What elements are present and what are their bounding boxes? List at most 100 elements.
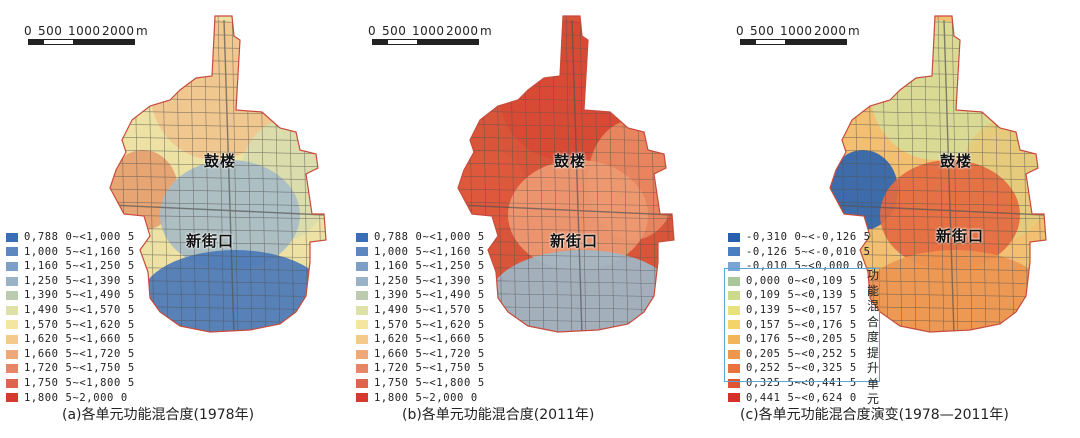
legend-swatch [6,305,18,315]
legend-swatch [728,305,740,315]
legend-label: 0,205 5~<0,252 5 [746,347,857,360]
legend-swatch [728,247,740,257]
place-xinjiekou: 新街口 [186,232,235,250]
scale-segment [785,39,847,45]
legend-label: 1,660 5~<1,720 5 [374,347,485,360]
legend-item: 1,720 5~<1,750 5 [356,361,485,376]
scale-segment [43,39,75,45]
legend-label: -0,126 5~<-0,010 5 [746,245,871,258]
legend-label: 1,390 5~<1,490 5 [24,289,135,302]
legend-label: 1,160 5~<1,250 5 [374,260,485,273]
scale-segment [417,39,479,45]
legend-item: 0,205 5~<0,252 5 [728,347,871,362]
scale-tick-label: 2000 [102,24,135,38]
legend-swatch [728,364,740,374]
legend-swatch [356,291,368,301]
scale-tick-label: 500 [382,24,407,38]
scale-tick-label: 1000 [780,24,813,38]
legend-item: 1,390 5~<1,490 5 [356,288,485,303]
legend-swatch [356,276,368,286]
legend-c: -0,310 0~<-0,126 5 -0,126 5~<-0,010 5 -0,0… [728,230,871,405]
legend-b: 0,788 0~<1,000 5 1,000 5~<1,160 5 1,160 5~… [356,230,485,405]
scale-tick-label: 0 [368,24,377,38]
legend-swatch [728,232,740,242]
legend-swatch [6,364,18,374]
scale-unit: m [480,24,493,38]
scale-unit: m [848,24,861,38]
legend-item: -0,310 0~<-0,126 5 [728,230,871,245]
legend-swatch [728,334,740,344]
map-c [829,15,1047,333]
scale-tick-label: 0 [24,24,33,38]
legend-label: 0,788 0~<1,000 5 [374,231,485,243]
legend-label: 1,720 5~<1,750 5 [24,362,135,375]
legend-label: 1,490 5~<1,570 5 [24,303,135,316]
map-region-south [488,250,674,332]
legend-swatch [6,349,18,359]
legend-label: 1,000 5~<1,160 5 [24,245,135,258]
map-region-south [860,250,1046,332]
increase-units-box [724,268,880,382]
legend-label: 1,750 5~<1,800 5 [24,376,135,389]
panel-a: 0 500 1000 2000 m 鼓楼 新街口 0,788 0~<1,000 5 1,0… [0,0,360,438]
legend-swatch [356,334,368,344]
legend-item: 1,160 5~<1,250 5 [356,259,485,274]
legend-item: 1,490 5~<1,570 5 [356,303,485,318]
city-boundary [457,15,675,333]
legend-label: 0,788 0~<1,000 5 [24,231,135,243]
legend-label: 0,325 5~<0,441 5 [746,376,857,389]
legend-swatch [356,320,368,330]
legend-swatch [728,349,740,359]
legend-swatch [728,276,740,286]
caption-c: (c)各单元功能混合度演变(1978—2011年) [740,407,1009,423]
legend-swatch [728,291,740,301]
legend-label: -0,310 0~<-0,126 5 [746,231,871,243]
place-gulou: 鼓楼 [554,152,587,170]
legend-item: 1,620 5~<1,660 5 [6,332,135,347]
legend-label: 0,441 5~<0,624 0 [746,391,857,404]
scale-tick-label: 2000 [814,24,847,38]
legend-label: 1,720 5~<1,750 5 [374,362,485,375]
place-gulou: 鼓楼 [940,152,973,170]
legend-item: 1,250 5~<1,390 5 [6,274,135,289]
legend-item: 1,000 5~<1,160 5 [6,245,135,260]
legend-swatch [356,261,368,271]
legend-a: 0,788 0~<1,000 5 1,000 5~<1,160 5 1,160 5~… [6,230,135,405]
legend-swatch [6,334,18,344]
map-b [457,15,675,333]
scale-bar: 0 500 1000 2000 m [736,24,876,45]
caption-b: (b)各单元功能混合度(2011年) [402,407,595,423]
legend-item: 1,570 5~<1,620 5 [6,318,135,333]
legend-item: 1,620 5~<1,660 5 [356,332,485,347]
scale-segment [73,39,135,45]
legend-item: 1,750 5~<1,800 5 [6,376,135,391]
increase-units-label: 功能混合度提升单元 [866,268,879,406]
legend-item: 0,788 0~<1,000 5 [6,230,135,245]
caption-a: (a)各单元功能混合度(1978年) [62,407,255,423]
legend-swatch [6,247,18,257]
legend-swatch [356,247,368,257]
legend-swatch [728,378,740,388]
legend-item: 0,441 5~<0,624 0 [728,391,871,406]
legend-item: 1,800 5~2,000 0 [356,391,485,406]
legend-label: 0,139 5~<0,157 5 [746,303,857,316]
scale-tick-label: 0 [736,24,745,38]
map-fill [458,16,674,332]
legend-item: -0,126 5~<-0,010 5 [728,245,871,260]
legend-label: 1,250 5~<1,390 5 [24,274,135,287]
legend-item: 0,252 5~<0,325 5 [728,361,871,376]
legend-swatch [6,261,18,271]
legend-label: 0,176 5~<0,205 5 [746,333,857,346]
legend-item: 1,160 5~<1,250 5 [6,259,135,274]
scale-bar: 0 500 1000 2000 m [24,24,164,45]
legend-item: 0,000 0~<0,109 5 [728,274,871,289]
scale-unit: m [136,24,149,38]
scale-tick-label: 500 [750,24,775,38]
legend-swatch [728,320,740,330]
legend-swatch [6,276,18,286]
scale-tick-label: 500 [38,24,63,38]
legend-item: 0,139 5~<0,157 5 [728,303,871,318]
legend-swatch [6,320,18,330]
scale-segment [387,39,419,45]
legend-label: 1,750 5~<1,800 5 [374,376,485,389]
